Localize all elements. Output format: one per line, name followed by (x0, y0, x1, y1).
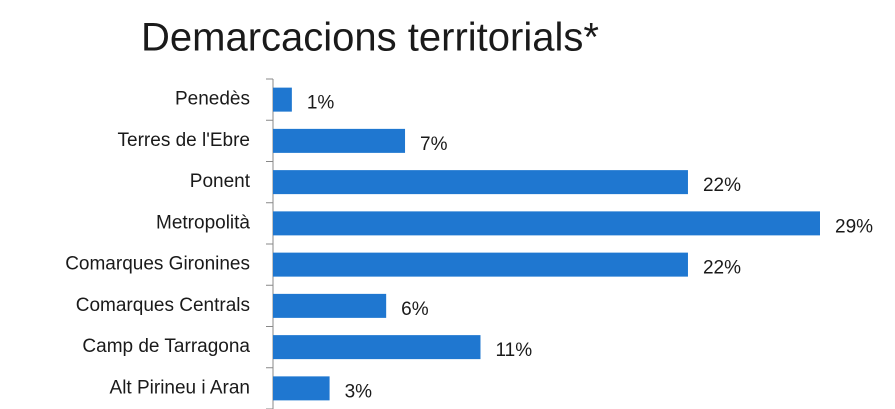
bar (273, 87, 292, 112)
y-tick-label: Alt Pirineu i Aran (110, 377, 250, 398)
data-label: 1% (307, 93, 335, 114)
bar (273, 128, 406, 153)
y-tick-label: Comarques Centrals (76, 295, 250, 316)
y-tick-label: Terres de l'Ebre (118, 130, 250, 151)
y-tick-label: Ponent (190, 171, 251, 192)
data-label: 22% (703, 258, 741, 279)
y-tick-label: Comarques Gironines (65, 254, 250, 275)
data-label: 11% (495, 340, 532, 361)
bar (273, 293, 387, 318)
y-tick-label: Penedès (175, 89, 250, 110)
bar (273, 252, 688, 277)
y-tick-label: Metropolità (156, 212, 250, 233)
data-label: 6% (401, 299, 429, 320)
bar (273, 335, 481, 360)
data-label: 7% (420, 134, 448, 155)
chart-title: Demarcacions territorials* (141, 16, 599, 60)
data-label: 3% (345, 381, 373, 402)
bar (273, 376, 330, 401)
data-label: 29% (835, 216, 873, 237)
y-tick-label: Camp de Tarragona (82, 336, 250, 357)
bar (273, 211, 820, 236)
data-label: 22% (703, 175, 741, 196)
bar (273, 170, 688, 195)
